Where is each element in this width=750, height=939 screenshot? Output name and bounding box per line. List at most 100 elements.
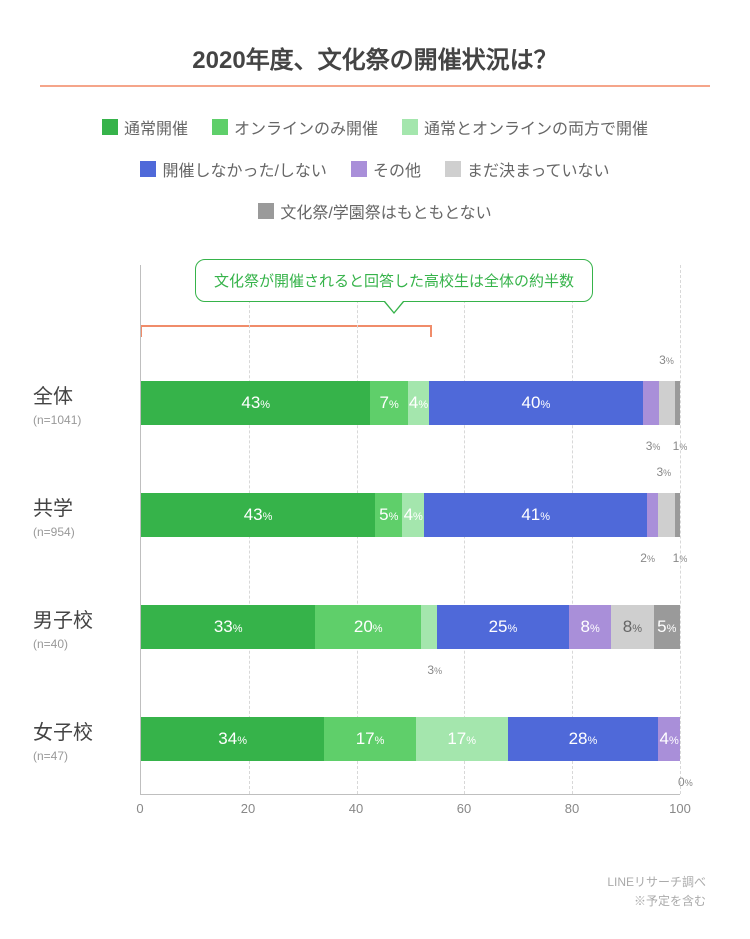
segment-value: 41% [521,505,550,525]
segment-value: 5% [379,505,398,525]
row-name: 女子校 [33,716,133,745]
bar-segment: 4% [402,493,424,537]
segment-value: 4% [404,505,423,525]
legend-swatch [258,203,274,219]
bar-segment: 25% [437,605,569,649]
legend-swatch [445,161,461,177]
x-tick: 100 [669,801,691,816]
legend-swatch [351,161,367,177]
legend-item: その他 [351,157,421,181]
segment-value-external: 3% [427,663,442,677]
bar-segment [421,605,437,649]
segment-value: 8% [623,617,642,637]
segment-value: 8% [580,617,599,637]
table-row: 男子校(n=40)3%33%20%25%8%8%5% [141,571,680,683]
segment-value: 34% [218,729,247,749]
row-name: 全体 [33,380,133,409]
legend-label: 通常開催 [124,115,188,139]
segment-value: 25% [489,617,518,637]
row-label: 共学 (n=954) [33,492,133,539]
segment-value: 43% [241,393,270,413]
legend-label: まだ決まっていない [467,157,610,181]
page-title: 2020年度、文化祭の開催状況は？ [40,40,710,87]
legend-item: 通常とオンラインの両方で開催 [402,115,648,139]
bar-segment: 8% [611,605,653,649]
bar-segment: 5% [375,493,402,537]
segment-value-external: 3% [656,465,671,479]
gridline [680,265,681,794]
row-name: 男子校 [33,604,133,633]
x-axis: 020406080100 [140,801,680,825]
bar: 33% 20% 25% 8% 8% 5% [141,605,680,649]
bar-segment: 43% [141,381,370,425]
callout-text: 文化祭が開催されると回答した高校生は全体の約半数 [195,259,593,302]
legend-label: オンラインのみ開催 [234,115,378,139]
legend-swatch [402,119,418,135]
plot-area: 全体(n=1041)3%3%1%43%7%4%40%共学(n=954)2%3%1… [140,265,680,795]
bar-segment: 43% [141,493,375,537]
bar: 43% 7%4% 40% [141,381,680,425]
footer-line-1: LINEリサーチ調べ [607,873,706,892]
table-row: 全体(n=1041)3%3%1%43%7%4%40% [141,347,680,459]
bar-segment: 17% [416,717,508,761]
bar-segment: 4% [408,381,429,425]
segment-value: 33% [214,617,243,637]
legend-item: 通常開催 [102,115,188,139]
segment-value-external: 2% [640,551,655,565]
legend-label: 文化祭/学園祭はもともとない [280,199,491,223]
legend-swatch [212,119,228,135]
footer-line-2: ※予定を含む [607,892,706,911]
legend-item: まだ決まっていない [445,157,610,181]
segment-value: 40% [522,393,551,413]
bar-segment: 34% [141,717,324,761]
segment-value-external: 1% [673,439,688,453]
bar-segment [658,493,674,537]
callout: 文化祭が開催されると回答した高校生は全体の約半数 [184,259,604,302]
segment-value-external: 0% [678,775,693,789]
x-tick: 60 [457,801,471,816]
row-n: (n=1041) [33,413,133,427]
segment-value: 20% [354,617,383,637]
row-label: 全体 (n=1041) [33,380,133,427]
row-label: 男子校 (n=40) [33,604,133,651]
bar: 34%17%17%28%4% [141,717,680,761]
legend: 通常開催 オンラインのみ開催 通常とオンラインの両方で開催開催しなかった/しない その… [40,115,710,223]
bar: 43% 5% 4% 41% [141,493,680,537]
bar-segment [659,381,675,425]
bar-segment: 20% [315,605,421,649]
x-tick: 0 [136,801,143,816]
bar-segment [675,381,680,425]
chart: 文化祭が開催されると回答した高校生は全体の約半数 全体(n=1041)3%3%1… [140,265,680,825]
bar-segment: 7% [370,381,407,425]
legend-label: 通常とオンラインの両方で開催 [424,115,648,139]
segment-value-external: 3% [646,439,661,453]
row-n: (n=47) [33,749,133,763]
row-n: (n=954) [33,525,133,539]
bar-segment [647,493,658,537]
x-tick: 40 [349,801,363,816]
bar-segment: 4% [658,717,680,761]
legend-swatch [102,119,118,135]
x-tick: 20 [241,801,255,816]
row-name: 共学 [33,492,133,521]
bar-segment: 41% [424,493,647,537]
legend-swatch [140,161,156,177]
legend-item: 開催しなかった/しない [140,157,326,181]
footer-credit: LINEリサーチ調べ ※予定を含む [607,873,706,911]
table-row: 共学(n=954)2%3%1%43%5%4%41% [141,459,680,571]
segment-value: 17% [447,729,476,749]
segment-value: 43% [244,505,273,525]
segment-value-external: 3% [659,353,674,367]
bar-segment [675,493,680,537]
bar-segment: 33% [141,605,315,649]
legend-item: 文化祭/学園祭はもともとない [258,199,491,223]
segment-value: 4% [409,393,428,413]
bar-segment: 40% [429,381,642,425]
segment-value: 17% [356,729,385,749]
legend-label: 開催しなかった/しない [162,157,326,181]
bar-segment [643,381,659,425]
bar-segment: 5% [654,605,680,649]
bar-segment: 17% [324,717,416,761]
row-n: (n=40) [33,637,133,651]
segment-value: 5% [657,617,676,637]
